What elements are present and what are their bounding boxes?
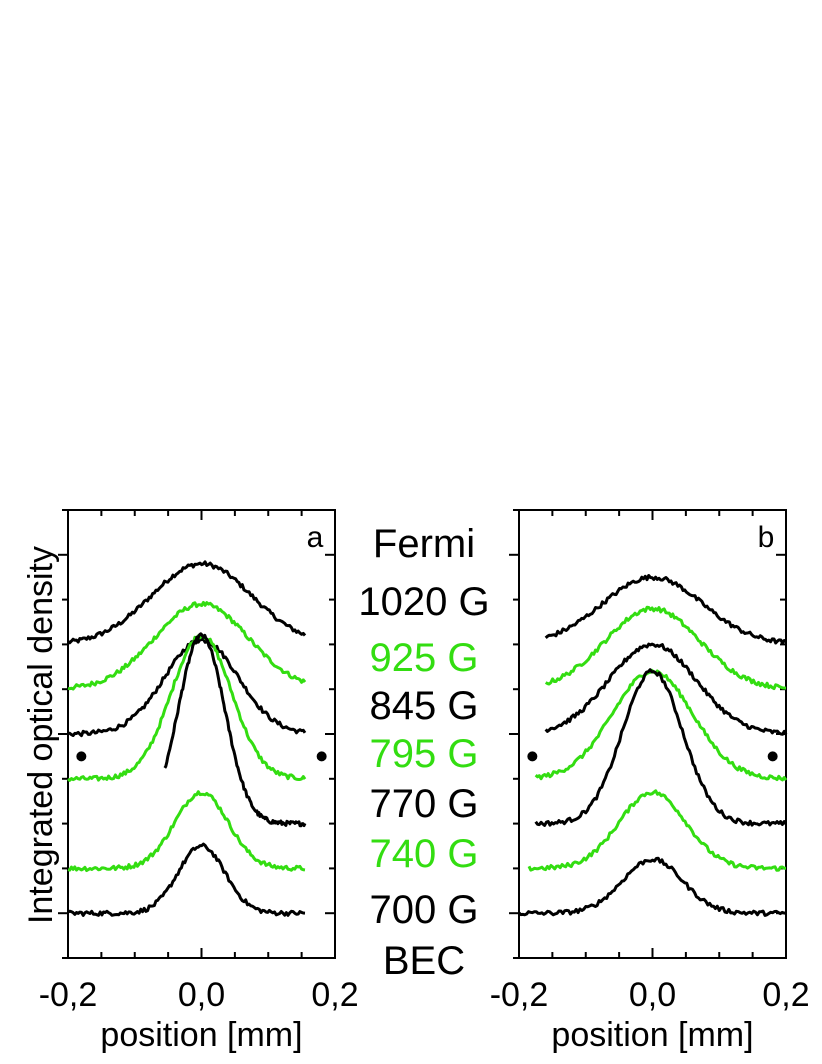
marker-dot: [316, 751, 327, 762]
field-label: BEC: [383, 939, 465, 983]
x-tick-label: 0,2: [762, 976, 809, 1014]
x-tick-label: 0,2: [311, 976, 358, 1014]
x-axis-label: position [mm]: [100, 1016, 302, 1054]
panel-label: a: [307, 521, 324, 554]
field-label: 770 G: [370, 782, 479, 826]
series-line-1020G: [67, 560, 307, 645]
series-line-925G: [67, 600, 307, 691]
series-line-770G: [163, 632, 307, 828]
x-tick-label: -0,2: [490, 976, 549, 1014]
series-line-845G: [544, 642, 788, 736]
y-axis-label: Integrated optical density: [22, 546, 60, 924]
field-label: 740 G: [370, 832, 479, 876]
x-axis-label: position [mm]: [551, 1016, 753, 1054]
plot-frame: [67, 509, 336, 959]
series-line-740G: [527, 789, 786, 872]
series-line-740G: [67, 790, 306, 872]
field-label: 700 G: [370, 888, 479, 932]
x-tick-label: -0,2: [39, 976, 98, 1014]
field-label: 925 G: [370, 636, 479, 680]
series-line-700G: [67, 842, 306, 917]
marker-dot: [767, 751, 778, 762]
series-line-1020G: [544, 574, 787, 645]
marker-dot: [76, 751, 87, 762]
field-label: 845 G: [370, 684, 479, 728]
panel-label: b: [758, 521, 775, 554]
series-line-795G: [67, 634, 307, 782]
series-line-770G: [534, 668, 787, 827]
series-line-700G: [517, 856, 787, 917]
field-label: 1020 G: [358, 580, 489, 624]
series-line-925G: [544, 605, 787, 691]
marker-dot: [527, 751, 538, 762]
x-tick-label: 0,0: [178, 976, 225, 1014]
field-label: Fermi: [373, 522, 475, 566]
x-tick-label: 0,0: [629, 976, 676, 1014]
field-label: 795 G: [370, 732, 479, 776]
